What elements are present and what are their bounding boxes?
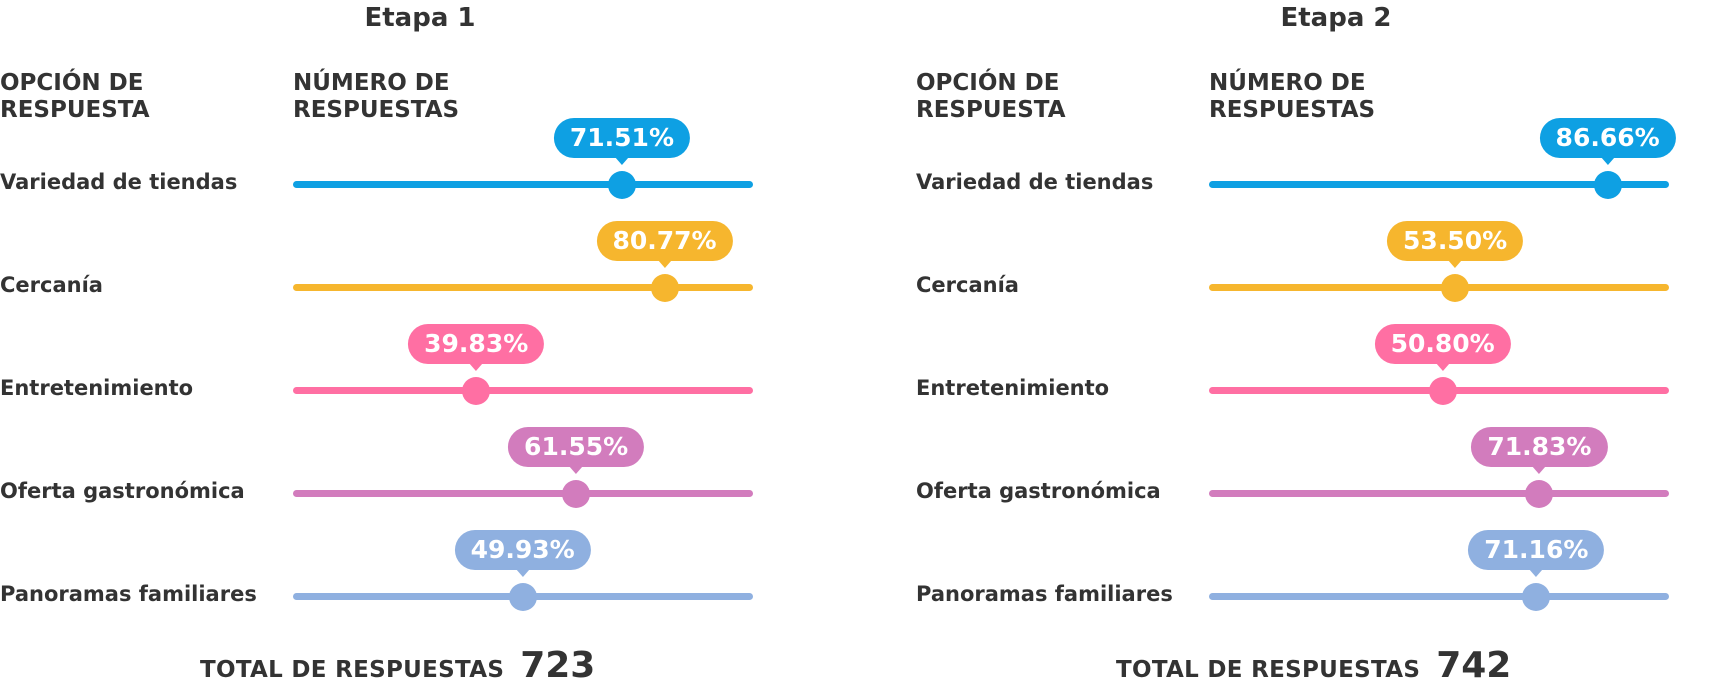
slider-track bbox=[1209, 284, 1669, 291]
slider-track bbox=[293, 387, 753, 394]
slider-knob bbox=[1428, 376, 1457, 405]
column-header-count-line-1: NÚMERO DE bbox=[293, 70, 450, 96]
column-header-count: NÚMERO DE RESPUESTAS bbox=[1209, 70, 1375, 124]
category-label: Variedad de tiendas bbox=[916, 170, 1154, 194]
slider-track bbox=[1209, 593, 1669, 600]
total-responses: TOTAL DE RESPUESTAS 742 bbox=[1116, 645, 1511, 689]
category-label: Panoramas familiares bbox=[916, 582, 1173, 606]
value-label: 50.80% bbox=[1374, 324, 1511, 371]
category-label: Oferta gastronómica bbox=[916, 479, 1161, 503]
value-label: 53.50% bbox=[1387, 221, 1524, 268]
slider-knob bbox=[508, 582, 537, 611]
column-header-option-line-2: RESPUESTA bbox=[0, 97, 150, 123]
total-value: 723 bbox=[520, 645, 596, 686]
column-header-count-line-2: RESPUESTAS bbox=[293, 97, 460, 123]
slider-knob bbox=[650, 273, 679, 302]
category-label: Variedad de tiendas bbox=[0, 170, 238, 194]
value-label: 71.16% bbox=[1468, 530, 1605, 577]
value-label: 49.93% bbox=[454, 530, 591, 577]
slider-knob bbox=[1441, 273, 1470, 302]
column-header-count: NÚMERO DE RESPUESTAS bbox=[293, 70, 459, 124]
panel-etapa-1: Etapa 1 OPCIÓN DE RESPUESTA NÚMERO DE RE… bbox=[0, 0, 840, 687]
value-label: 39.83% bbox=[408, 324, 545, 371]
value-label: 71.83% bbox=[1471, 427, 1608, 474]
total-responses: TOTAL DE RESPUESTAS 723 bbox=[200, 645, 595, 689]
column-header-count-line-2: RESPUESTAS bbox=[1209, 97, 1376, 123]
slider-knob bbox=[562, 479, 591, 508]
slider-track bbox=[1209, 181, 1669, 188]
slider-track bbox=[293, 284, 753, 291]
category-label: Panoramas familiares bbox=[0, 582, 257, 606]
slider-knob bbox=[462, 376, 491, 405]
value-label: 61.55% bbox=[508, 427, 645, 474]
slider-knob bbox=[1525, 479, 1554, 508]
value-label: 71.51% bbox=[553, 118, 691, 165]
total-label: TOTAL DE RESPUESTAS bbox=[1116, 657, 1421, 683]
slider-knob bbox=[607, 170, 636, 199]
category-label: Cercanía bbox=[916, 273, 1019, 297]
value-label: 86.66% bbox=[1539, 118, 1676, 165]
slider-track bbox=[293, 490, 753, 497]
column-header-count-line-1: NÚMERO DE bbox=[1209, 70, 1366, 96]
column-header-option-line-1: OPCIÓN DE bbox=[916, 70, 1060, 96]
panel-etapa-2: Etapa 2 OPCIÓN DE RESPUESTA NÚMERO DE RE… bbox=[916, 0, 1722, 687]
total-label: TOTAL DE RESPUESTAS bbox=[200, 657, 505, 683]
category-label: Cercanía bbox=[0, 273, 103, 297]
category-label: Entretenimiento bbox=[916, 376, 1110, 400]
column-header-option-line-2: RESPUESTA bbox=[916, 97, 1066, 123]
slider-track bbox=[293, 181, 753, 188]
panel-title: Etapa 1 bbox=[364, 3, 476, 33]
column-header-option: OPCIÓN DE RESPUESTA bbox=[916, 70, 1066, 124]
total-value: 742 bbox=[1436, 645, 1512, 686]
value-label: 80.77% bbox=[596, 221, 733, 268]
slider-track bbox=[1209, 490, 1669, 497]
category-label: Oferta gastronómica bbox=[0, 479, 245, 503]
column-header-option-line-1: OPCIÓN DE bbox=[0, 70, 144, 96]
column-header-option: OPCIÓN DE RESPUESTA bbox=[0, 70, 150, 124]
slider-knob bbox=[1522, 582, 1551, 611]
category-label: Entretenimiento bbox=[0, 376, 194, 400]
panel-title: Etapa 2 bbox=[1280, 3, 1392, 33]
slider-knob bbox=[1593, 170, 1622, 199]
